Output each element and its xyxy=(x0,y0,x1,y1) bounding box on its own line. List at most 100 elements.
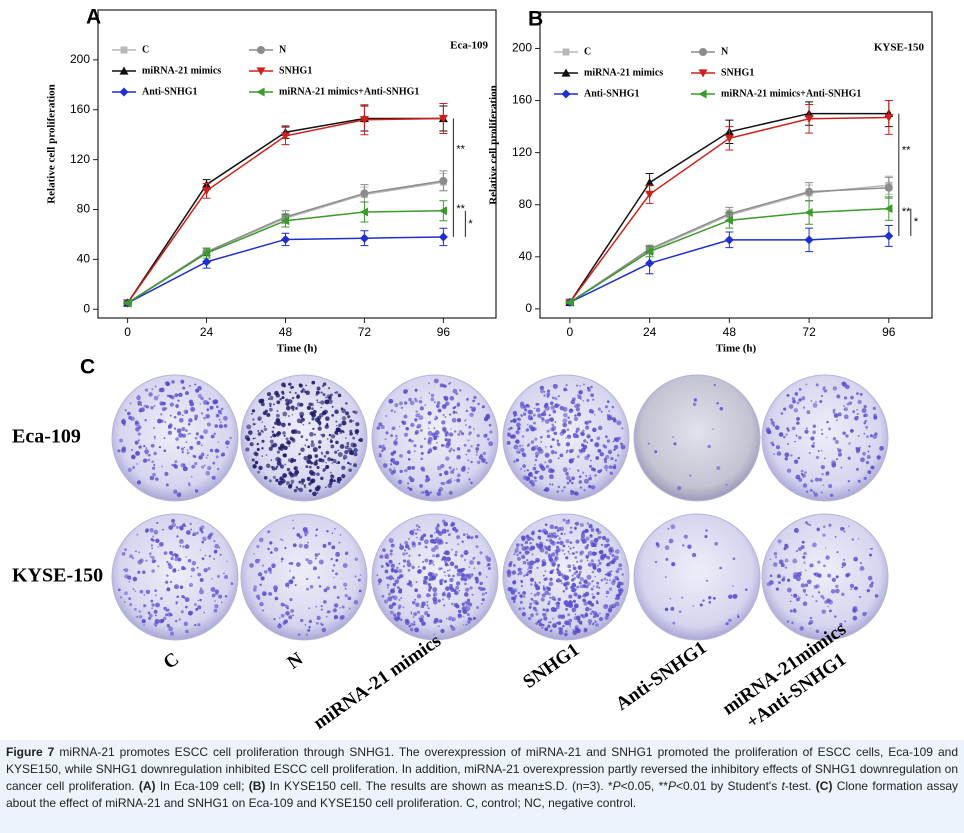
colony xyxy=(526,469,529,472)
colony xyxy=(534,560,537,564)
colony xyxy=(150,544,153,547)
colony xyxy=(337,427,341,432)
colony xyxy=(197,623,201,627)
colony xyxy=(545,577,549,581)
colony xyxy=(582,598,586,603)
colony xyxy=(557,621,562,626)
colony xyxy=(196,440,201,446)
colony xyxy=(454,553,458,557)
colony xyxy=(257,572,263,577)
colony xyxy=(476,443,480,447)
column-label: SNHG1 xyxy=(519,639,583,693)
colony xyxy=(173,415,177,419)
colony xyxy=(588,524,593,529)
colony xyxy=(844,620,847,623)
colony xyxy=(667,527,670,530)
colony xyxy=(303,543,309,549)
colony xyxy=(199,589,204,595)
colony xyxy=(307,628,311,632)
colony xyxy=(138,445,142,449)
colony xyxy=(455,529,459,532)
colony xyxy=(869,553,872,557)
colony xyxy=(538,414,540,417)
colony xyxy=(590,385,593,389)
colony xyxy=(592,623,595,626)
colony xyxy=(559,627,563,631)
colony xyxy=(194,489,199,493)
colony xyxy=(522,556,526,559)
colony xyxy=(390,459,393,462)
colony xyxy=(174,464,178,469)
chart-title: KYSE-150 xyxy=(874,42,925,54)
colony xyxy=(549,445,553,448)
colony xyxy=(852,606,858,612)
colony xyxy=(592,543,597,547)
colony xyxy=(618,588,624,593)
colony xyxy=(548,553,551,556)
colony xyxy=(345,437,347,439)
colony xyxy=(246,424,252,430)
colony xyxy=(320,406,323,409)
marker xyxy=(724,215,733,225)
colony xyxy=(144,388,149,392)
colony xyxy=(551,561,557,567)
colony xyxy=(449,577,454,583)
colony xyxy=(183,621,188,627)
colony xyxy=(853,556,859,562)
colony xyxy=(584,478,589,484)
colony xyxy=(413,444,417,448)
colony xyxy=(160,413,163,416)
colony xyxy=(545,446,547,448)
colony xyxy=(859,566,865,571)
colony xyxy=(474,534,479,539)
colony xyxy=(400,618,403,621)
colony xyxy=(260,429,263,433)
colony xyxy=(213,557,216,560)
colony xyxy=(565,556,569,560)
colony xyxy=(599,451,605,457)
colony xyxy=(325,486,327,488)
colony xyxy=(335,462,338,464)
colony xyxy=(138,610,141,613)
colony xyxy=(608,410,611,413)
colony xyxy=(398,599,401,601)
colony xyxy=(289,598,293,602)
colony xyxy=(176,428,182,434)
colony xyxy=(848,401,853,405)
colony xyxy=(407,582,411,586)
colony xyxy=(254,460,259,465)
colony xyxy=(413,612,418,616)
colony xyxy=(512,596,517,601)
colony xyxy=(181,426,186,432)
colony xyxy=(309,479,314,484)
colony xyxy=(577,469,580,472)
colony xyxy=(841,381,847,387)
colony xyxy=(798,398,802,402)
colony xyxy=(527,616,532,621)
colony xyxy=(476,606,479,609)
colony xyxy=(443,384,447,388)
colony xyxy=(824,547,827,549)
colony xyxy=(545,464,550,469)
colony xyxy=(468,434,470,436)
colony xyxy=(572,566,577,571)
colony xyxy=(582,400,585,402)
colony xyxy=(836,551,839,554)
colony xyxy=(585,606,590,612)
colony xyxy=(426,600,429,604)
colony xyxy=(571,588,576,593)
colony xyxy=(522,574,526,578)
colony xyxy=(551,617,554,620)
colony xyxy=(177,446,180,449)
marker xyxy=(439,176,448,185)
colony xyxy=(181,566,185,571)
colony xyxy=(544,551,548,555)
colony xyxy=(872,406,876,410)
colony xyxy=(556,439,560,442)
colony xyxy=(278,617,281,619)
colony xyxy=(381,595,385,598)
colony xyxy=(579,523,584,527)
colony xyxy=(424,558,429,563)
colony xyxy=(358,589,362,593)
colony xyxy=(515,430,520,435)
